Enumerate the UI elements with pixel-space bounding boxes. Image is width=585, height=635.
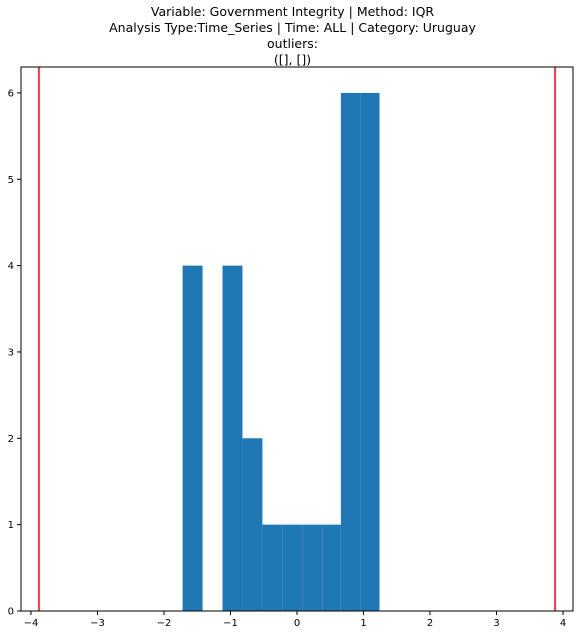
x-axis-ticks: −4 −3 −2 −1 0 1 2 3 4: [24, 611, 566, 629]
chart-title-line: outliers:: [267, 36, 318, 51]
y-tick-label: 6: [8, 88, 14, 99]
y-tick-label: 5: [8, 175, 14, 186]
y-tick-label: 1: [8, 520, 14, 531]
chart-title-line: ([], []): [273, 52, 312, 67]
x-tick-label: −1: [223, 618, 238, 629]
histogram-bar: [322, 524, 341, 611]
histogram-bar: [302, 524, 323, 611]
chart-title-line: Variable: Government Integrity | Method:…: [150, 4, 435, 19]
x-tick-label: −4: [24, 618, 39, 629]
histogram-bar: [340, 92, 361, 611]
x-tick-label: 4: [560, 618, 566, 629]
x-tick-label: 2: [427, 618, 433, 629]
histogram-bar: [360, 92, 380, 611]
x-tick-label: 1: [360, 618, 366, 629]
y-tick-label: 0: [8, 607, 14, 618]
histogram-bar: [222, 265, 243, 611]
threshold-lines: [38, 67, 556, 611]
y-tick-label: 4: [8, 261, 14, 272]
histogram-bar: [182, 265, 203, 611]
x-tick-label: 3: [493, 618, 499, 629]
y-tick-label: 3: [8, 347, 14, 358]
chart-title: Variable: Government Integrity | Method:…: [0, 4, 585, 68]
histogram-bar: [282, 524, 303, 611]
histogram-bar: [242, 438, 263, 611]
histogram-bar: [262, 524, 283, 611]
x-tick-label: −3: [90, 618, 105, 629]
histogram-bars: [182, 92, 380, 611]
y-tick-label: 2: [8, 434, 14, 445]
x-tick-label: −2: [157, 618, 172, 629]
chart-title-line: Analysis Type:Time_Series | Time: ALL | …: [109, 20, 476, 35]
y-axis-ticks: 0 1 2 3 4 5 6: [8, 88, 21, 618]
x-tick-label: 0: [294, 618, 300, 629]
